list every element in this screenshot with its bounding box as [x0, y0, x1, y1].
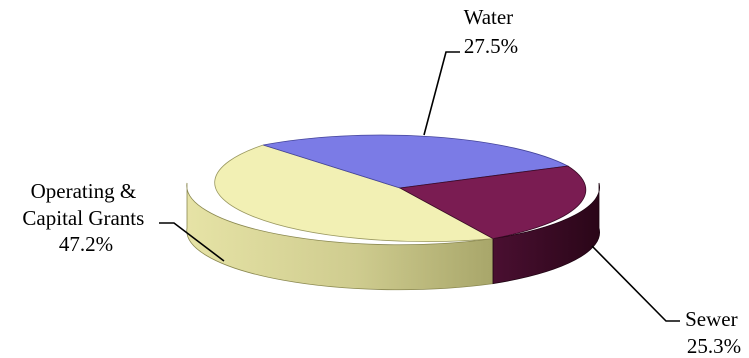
slice-side-sewer	[492, 182, 600, 285]
label-grants: Operating & Capital Grants 47.2%	[22, 179, 149, 256]
slice-top-water	[263, 134, 570, 189]
label-grants-line2: Capital Grants	[22, 206, 144, 230]
slice-top-grants	[214, 144, 495, 242]
label-grants-value: 47.2%	[59, 232, 113, 256]
label-water-value: 27.5%	[464, 34, 518, 58]
slice-top-sewer	[398, 165, 587, 240]
label-sewer-name: Sewer	[685, 307, 737, 331]
leader-line-grants	[159, 222, 225, 262]
label-water: Water 27.5%	[464, 5, 519, 58]
label-sewer: Sewer 25.3%	[685, 307, 743, 358]
label-sewer-value: 25.3%	[687, 334, 741, 358]
leader-line-sewer	[591, 245, 680, 322]
label-water-name: Water	[464, 5, 514, 29]
leader-line-water	[423, 51, 460, 136]
label-grants-line1: Operating &	[31, 179, 137, 203]
